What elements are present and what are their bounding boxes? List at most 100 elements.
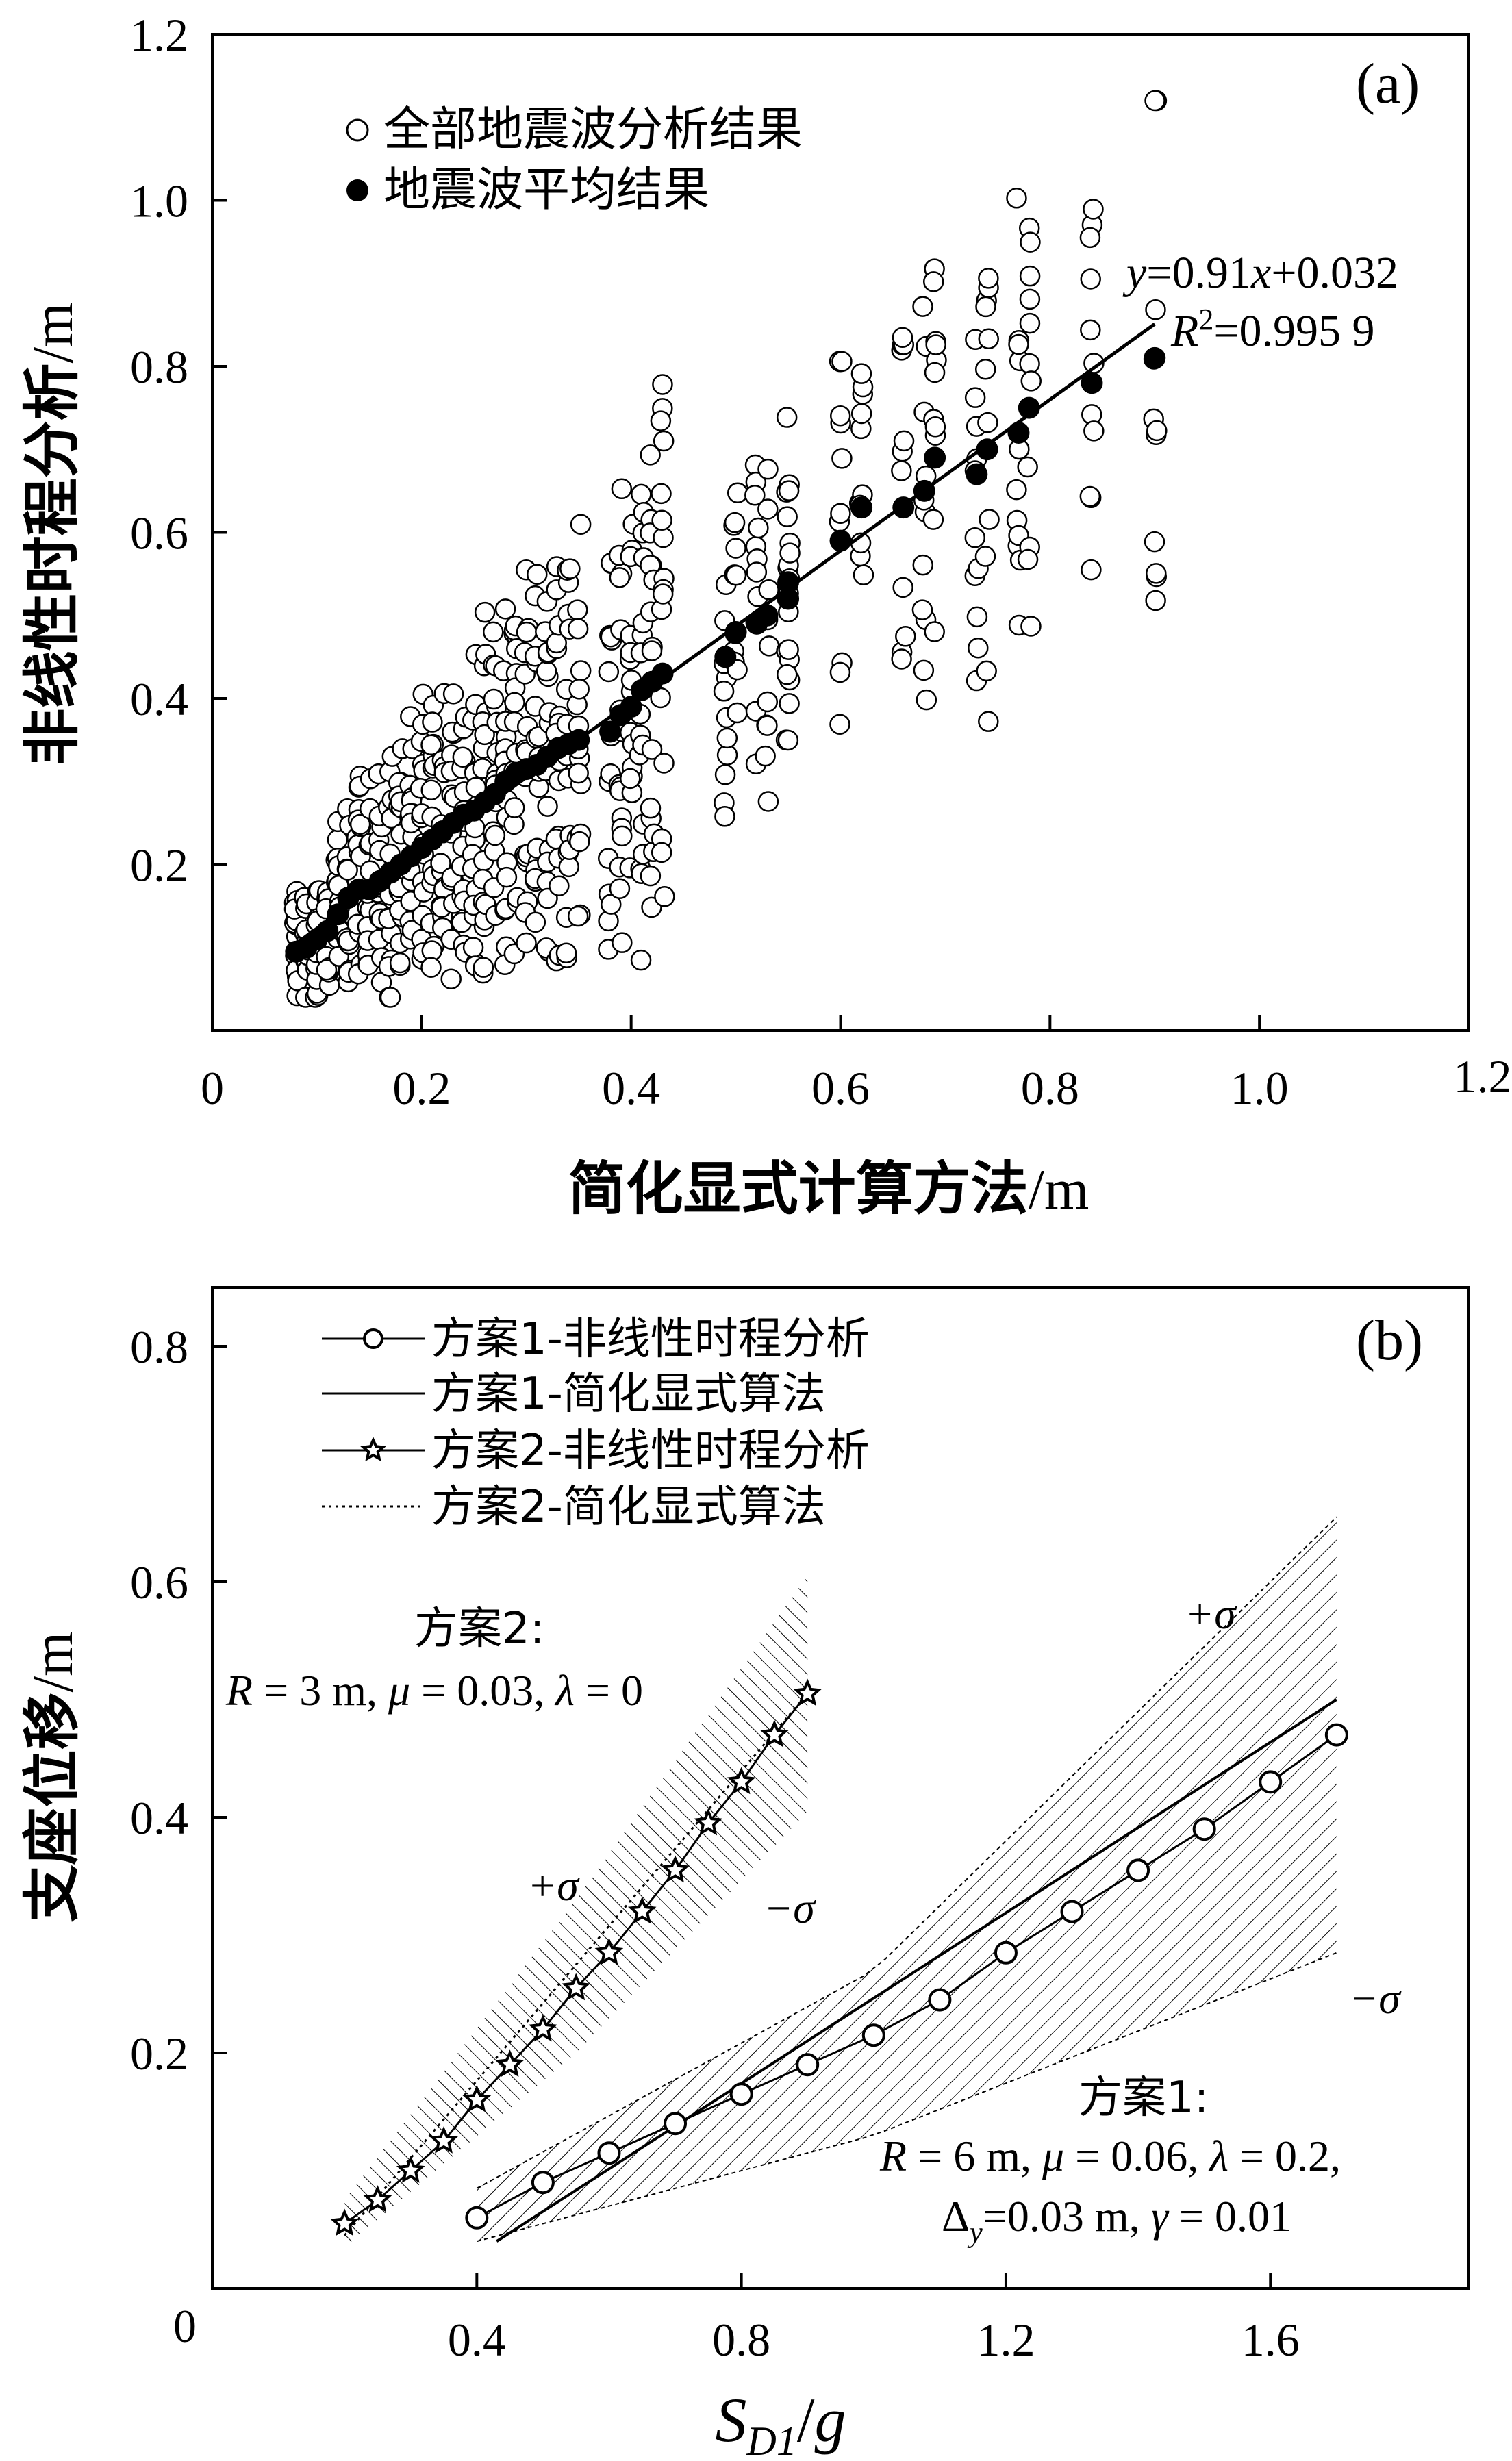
wave-result-point — [430, 853, 451, 874]
wave-result-point — [452, 746, 474, 768]
y-tick-label: 1.2 — [130, 9, 188, 61]
wave-result-point — [654, 886, 675, 907]
wave-result-point — [778, 480, 800, 501]
scheme1-nonlinear-point — [664, 2112, 688, 2136]
wave-result-point — [892, 327, 914, 348]
wave-result-point — [650, 410, 672, 431]
scheme1-nonlinear-point — [597, 2141, 621, 2165]
wave-result-point — [555, 942, 577, 964]
y-tick-label: 0.2 — [130, 840, 188, 892]
legend-star-marker — [360, 1437, 386, 1462]
wave-result-point — [758, 579, 779, 601]
scheme1-nonlinear-line — [476, 1734, 1337, 2219]
wave-result-point — [779, 693, 800, 714]
wave-result-point — [651, 509, 672, 531]
wave-result-point — [567, 905, 589, 927]
y-tick-label: 0.2 — [130, 2028, 188, 2080]
wave-result-point — [651, 842, 672, 863]
wave-result-point — [620, 768, 641, 790]
wave-result-point — [831, 448, 853, 469]
wave-result-point — [779, 542, 801, 564]
legend-filled-circle-marker — [346, 179, 368, 201]
wave-result-point — [727, 482, 748, 503]
wave-result-point — [525, 911, 546, 933]
panel-a: 0 0.2 0.4 0.6 0.8 1.0 1.2 0.2 0.4 0.6 0.8 1.0 1.2 (a… — [18, 9, 1512, 1222]
regression-equation: y=0.91x+0.032 — [1122, 248, 1398, 298]
wave-result-point — [976, 660, 997, 682]
wave-result-point — [651, 483, 672, 505]
mean-result-point — [568, 729, 590, 751]
scheme2-nonlinear-point — [562, 1973, 591, 2001]
wave-result-point — [778, 639, 799, 660]
wave-result-point — [922, 271, 944, 292]
wave-result-point — [612, 932, 633, 953]
panel-a-label: (a) — [1356, 52, 1420, 116]
wave-result-point — [974, 359, 996, 380]
legend-open-circle-marker — [346, 118, 369, 142]
x-tick-label: 1.0 — [1231, 1062, 1289, 1114]
scheme2-nonlinear-point — [429, 2126, 458, 2154]
wave-result-point — [494, 598, 516, 620]
mean-result-point — [316, 920, 339, 942]
wave-result-point — [536, 660, 557, 682]
mean-result-point — [599, 720, 622, 743]
wave-result-point — [850, 363, 872, 384]
scheme1-sigma-band — [477, 1517, 1337, 2242]
scheme1-nonlinear-point — [1259, 1770, 1283, 1794]
scheme2-nonlinear-point — [396, 2156, 425, 2183]
wave-result-point — [966, 606, 988, 628]
mean-result-point — [1081, 372, 1103, 394]
wave-result-point — [912, 296, 933, 317]
wave-result-point — [964, 527, 986, 548]
legend-mean-waves: 地震波平均结果 — [383, 163, 709, 217]
mean-result-point — [724, 621, 747, 643]
wave-result-point — [516, 621, 538, 643]
wave-result-point — [1144, 531, 1166, 553]
x-tick-label: 1.2 — [977, 2314, 1035, 2366]
wave-result-point — [474, 724, 495, 746]
wave-result-point — [913, 659, 935, 681]
wave-result-point — [1079, 485, 1101, 507]
wave-result-point — [964, 387, 986, 408]
wave-result-point — [504, 692, 525, 714]
scheme2-nonlinear-point — [627, 1896, 657, 1924]
wave-result-point — [609, 878, 631, 899]
wave-result-point — [631, 483, 652, 505]
wave-result-point — [829, 661, 851, 683]
y-tick-label: 0.6 — [130, 507, 188, 559]
wave-result-point — [978, 711, 999, 732]
mean-result-point — [620, 696, 642, 718]
wave-result-point — [420, 734, 442, 756]
mean-result-point — [829, 529, 852, 552]
wave-result-point — [713, 681, 735, 702]
wave-result-point — [893, 430, 915, 452]
mean-result-point — [1007, 422, 1030, 444]
wave-result-point — [725, 564, 747, 586]
x-tick-label: 0 — [173, 2300, 197, 2352]
wave-result-point — [1080, 268, 1101, 290]
wave-result-point — [911, 599, 933, 620]
wave-result-point — [652, 374, 673, 395]
wave-result-point — [1020, 231, 1041, 253]
wave-result-point — [1006, 479, 1027, 501]
mean-result-point — [966, 463, 988, 485]
panel-a-ticks: 0 0.2 0.4 0.6 0.8 1.0 1.2 0.2 0.4 0.6 0.8 1.0 1.2 — [130, 9, 1512, 1114]
scheme1-nonlinear-point — [994, 1941, 1018, 1965]
wave-result-point — [567, 618, 589, 640]
wave-result-point — [641, 640, 663, 661]
mean-result-point — [924, 446, 946, 469]
scheme2-nonlinear-point — [495, 2049, 525, 2077]
x-tick-label: 0.6 — [811, 1062, 870, 1114]
wave-result-point — [504, 797, 525, 818]
wave-result-point — [979, 509, 1000, 530]
scheme1-simplified-line — [496, 1698, 1337, 2243]
mean-result-point — [913, 479, 935, 502]
wave-result-point — [653, 527, 674, 548]
wave-result-point — [568, 762, 589, 784]
wave-result-point — [1083, 199, 1104, 220]
wave-result-point — [496, 866, 518, 888]
wave-result-point — [974, 546, 996, 567]
scheme1-params-line1: R = 6 m, μ = 0.06, λ = 0.2, — [879, 2132, 1341, 2180]
x-tick-label: 0 — [201, 1062, 224, 1114]
